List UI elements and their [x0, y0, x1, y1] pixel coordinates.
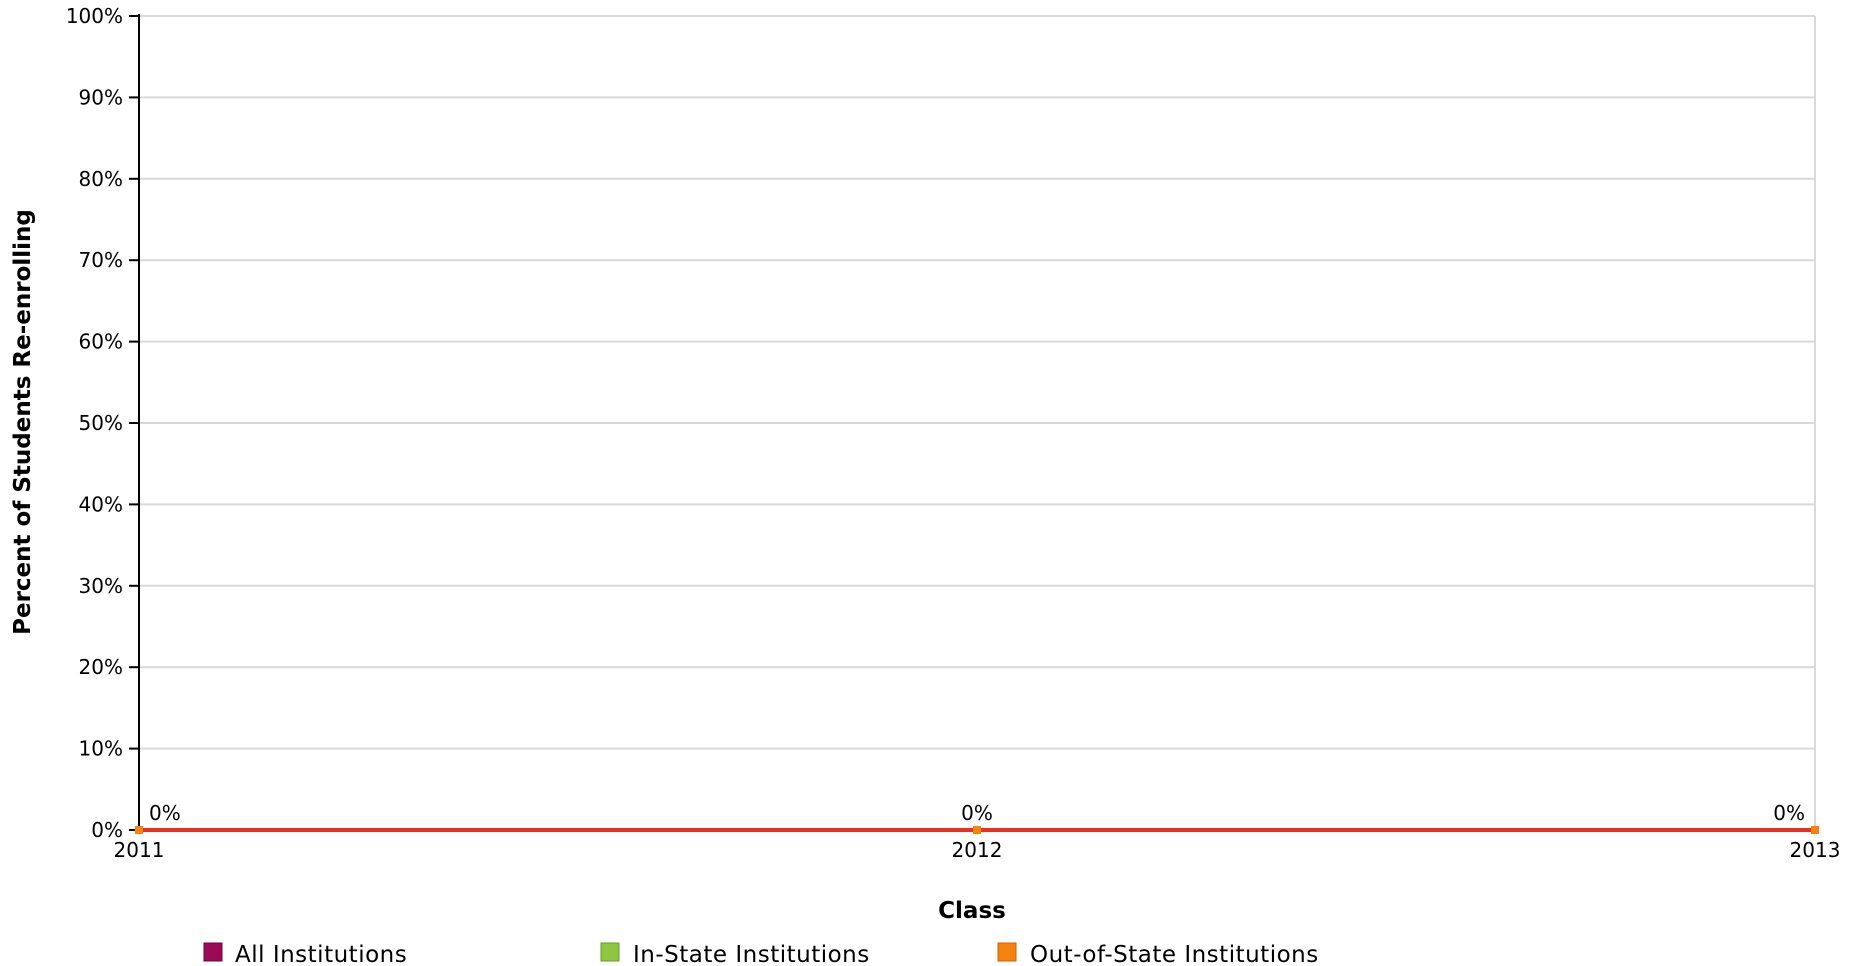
y-tick-label: 60%: [79, 330, 123, 354]
legend-swatch: [997, 942, 1017, 962]
legend-item-out-of-state-institutions[interactable]: Out-of-State Institutions: [997, 942, 1319, 966]
y-tick-label: 10%: [79, 737, 123, 761]
x-axis-title: Class: [938, 898, 1006, 924]
y-tick-label: 70%: [79, 248, 123, 272]
y-axis-ticks: 0% 10% 20% 30% 40% 50% 60% 70% 80% 90% 100%: [66, 4, 139, 842]
legend-item-in-state-institutions[interactable]: In-State Institutions: [600, 942, 870, 966]
legend: All Institutions In-State Institutions O…: [203, 942, 1319, 966]
legend-label: All Institutions: [235, 942, 407, 966]
legend-label: In-State Institutions: [633, 942, 870, 966]
data-point: [973, 826, 981, 834]
series-lines: [135, 826, 1819, 834]
x-tick-label: 2013: [1790, 838, 1841, 862]
data-point: [1811, 826, 1819, 834]
data-point: [135, 826, 143, 834]
y-tick-label: 30%: [79, 574, 123, 598]
y-tick-label: 100%: [66, 4, 123, 28]
legend-swatch: [600, 942, 620, 962]
y-tick-label: 80%: [79, 167, 123, 191]
y-axis-title: Percent of Students Re-enrolling: [10, 209, 36, 635]
y-tick-label: 40%: [79, 492, 123, 516]
y-tick-label: 50%: [79, 411, 123, 435]
y-tick-label: 90%: [79, 85, 123, 109]
data-label: 0%: [149, 801, 181, 825]
data-label: 0%: [1773, 801, 1805, 825]
data-label: 0%: [961, 801, 993, 825]
y-tick-label: 0%: [91, 818, 123, 842]
x-axis-ticks: 2011 2012 2013: [114, 838, 1841, 862]
grid-lines: [139, 15, 1815, 750]
legend-swatch: [203, 942, 223, 962]
data-labels: 0% 0% 0%: [149, 801, 1805, 825]
y-tick-label: 20%: [79, 655, 123, 679]
x-tick-label: 2011: [114, 838, 165, 862]
legend-label: Out-of-State Institutions: [1030, 942, 1319, 966]
legend-item-all-institutions[interactable]: All Institutions: [203, 942, 407, 966]
x-tick-label: 2012: [952, 838, 1003, 862]
